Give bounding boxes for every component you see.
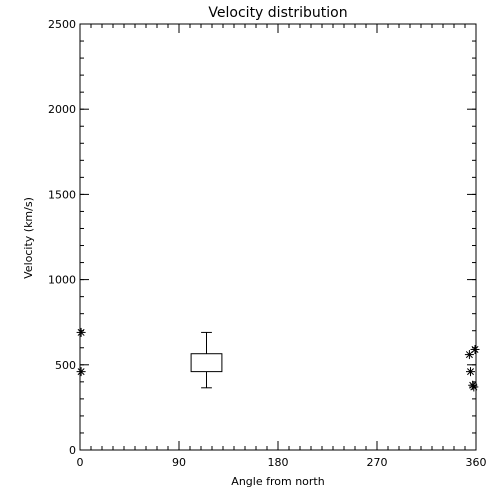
x-tick-label: 0: [77, 456, 84, 469]
y-tick-label: 0: [69, 444, 76, 457]
data-point: [76, 367, 86, 377]
asterisk-stroke: [471, 345, 479, 353]
chart-title: Velocity distribution: [208, 5, 347, 21]
x-tick-label: 270: [367, 456, 388, 469]
data-point: [464, 350, 474, 360]
x-tick-label: 90: [172, 456, 186, 469]
asterisk-stroke: [470, 383, 478, 391]
x-axis-label: Angle from north: [231, 475, 324, 488]
asterisk-stroke: [77, 368, 85, 376]
axis-ticks: 0 90 180 270 360 0 500 1000 1500 2000 2500: [48, 18, 487, 469]
x-tick-label: 360: [466, 456, 487, 469]
data-point: [76, 327, 86, 337]
y-tick-label: 1500: [48, 188, 76, 201]
asterisk-stroke: [465, 351, 473, 359]
data-point: [466, 367, 475, 377]
y-tick-label: 2500: [48, 18, 76, 31]
y-axis-label: Velocity (km/s): [22, 197, 35, 279]
y-tick-label: 1000: [48, 274, 76, 287]
asterisk-stroke: [466, 368, 475, 376]
y-tick-label: 2000: [48, 103, 76, 116]
y-tick-label: 500: [55, 359, 76, 372]
data-point: [470, 344, 480, 354]
data-point: [469, 382, 479, 392]
asterisk-stroke: [77, 328, 85, 336]
data-marks: [76, 327, 480, 392]
x-tick-label: 180: [268, 456, 289, 469]
